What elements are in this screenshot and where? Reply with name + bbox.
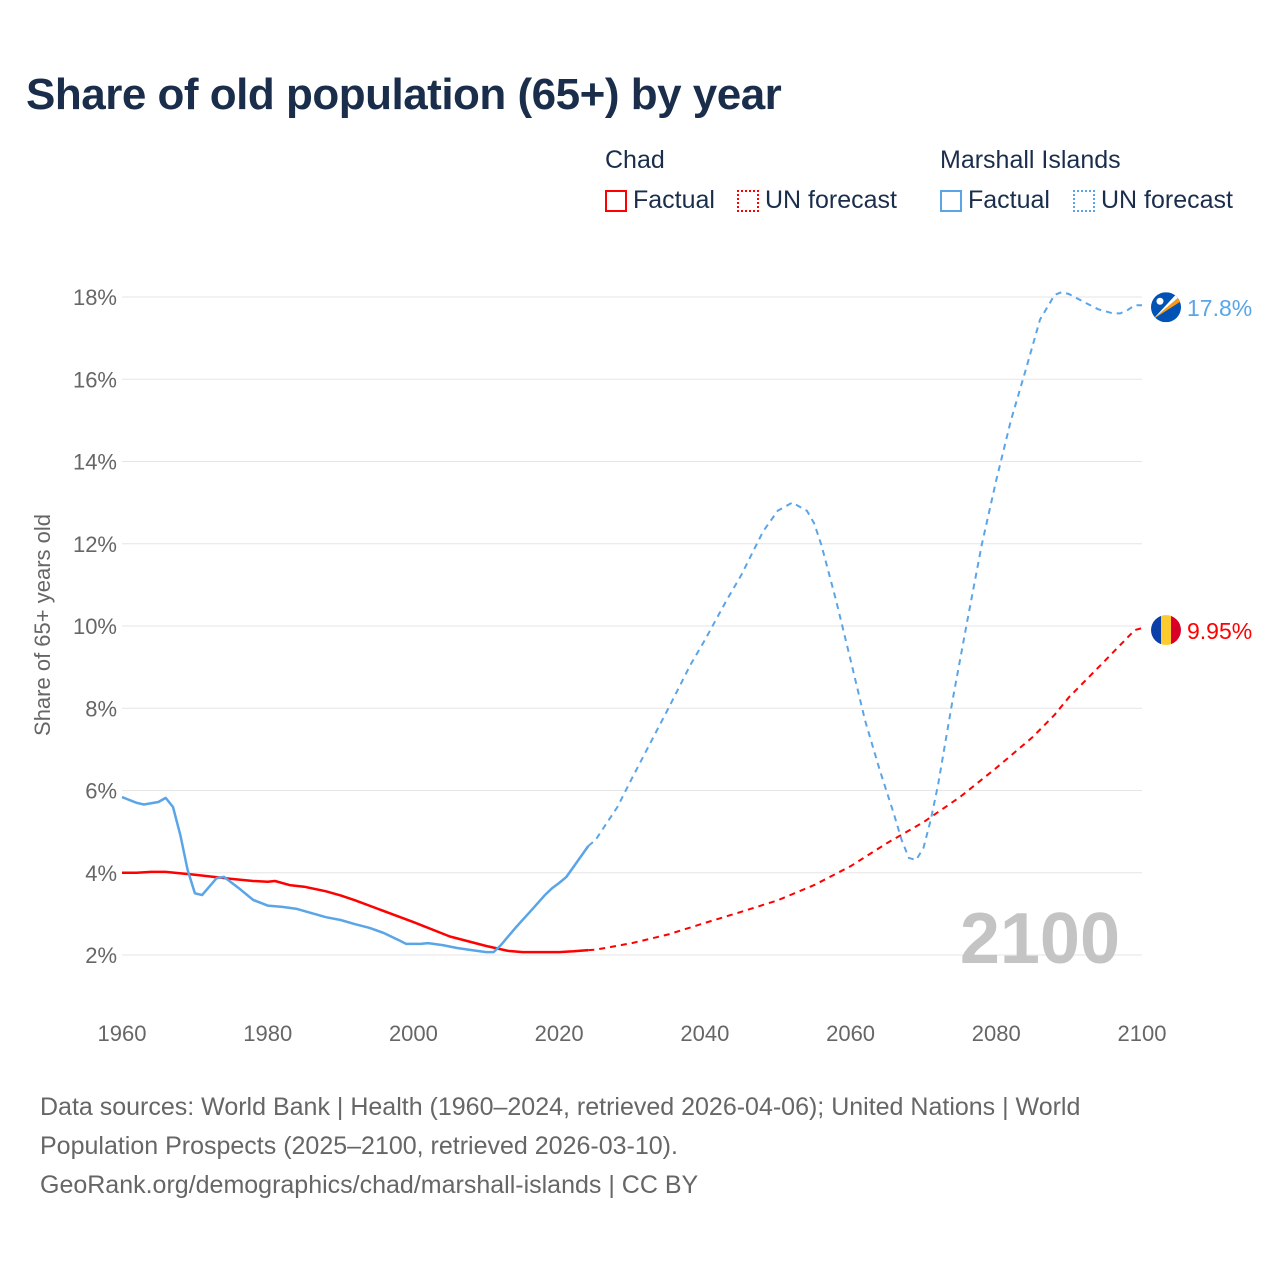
x-tick-label: 2040 <box>680 1021 729 1046</box>
y-tick-label: 16% <box>73 367 117 392</box>
y-tick-label: 14% <box>73 450 117 475</box>
x-tick-label: 1980 <box>243 1021 292 1046</box>
y-axis-label: Share of 65+ years old <box>30 514 55 736</box>
marshall-islands-factual-line <box>121 795 590 954</box>
legend-swatch-solid <box>605 189 627 212</box>
line-chart: 2% 4% 6% 8% 10% 12% 14% 16% 18% 1960 1980 2000 2020 2… <box>30 285 1252 1046</box>
legend-swatch-solid <box>940 189 962 212</box>
chad-factual-line <box>122 870 589 954</box>
y-tick-label: 2% <box>85 943 117 968</box>
legend-country-marshall-islands: Marshall Islands <box>940 146 1121 174</box>
legend-label: UN forecast <box>1101 186 1233 214</box>
x-tick-label: 2020 <box>535 1021 584 1046</box>
y-tick-label: 8% <box>85 696 117 721</box>
x-tick-label: 1960 <box>98 1021 147 1046</box>
legend-label: UN forecast <box>765 186 897 214</box>
year-watermark: 2100 <box>960 899 1120 979</box>
legend-chad-factual[interactable]: Factual <box>605 186 715 215</box>
x-tick-label: 2060 <box>826 1021 875 1046</box>
chad-flag-icon <box>1151 615 1181 646</box>
legend-label: Factual <box>633 186 715 214</box>
footer-source-line: Data sources: World Bank | Health (1960–… <box>40 1093 1081 1121</box>
chad-end-label: 9.95% <box>1187 618 1252 644</box>
chart-title: Share of old population (65+) by year <box>26 70 782 119</box>
y-tick-label: 4% <box>85 861 117 886</box>
marshall-islands-end-label: 17.8% <box>1187 295 1252 321</box>
legend-chad-forecast[interactable]: UN forecast <box>737 186 897 215</box>
marshall-islands-flag-icon <box>1151 292 1181 323</box>
legend-label: Factual <box>968 186 1050 214</box>
y-tick-label: 6% <box>85 779 117 804</box>
legend-swatch-dotted <box>737 189 759 212</box>
footer-source-line: Population Prospects (2025–2100, retriev… <box>40 1132 678 1160</box>
y-tick-label: 18% <box>73 285 117 310</box>
x-tick-label: 2100 <box>1118 1021 1167 1046</box>
legend-marshall-factual[interactable]: Factual <box>940 186 1050 215</box>
legend-country-chad: Chad <box>605 146 665 174</box>
x-tick-label: 2080 <box>972 1021 1021 1046</box>
y-tick-label: 12% <box>73 532 117 557</box>
footer: Data sources: World Bank | Health (1960–… <box>40 1088 1240 1205</box>
footer-attribution[interactable]: GeoRank.org/demographics/chad/marshall-i… <box>40 1171 699 1199</box>
y-tick-label: 10% <box>73 614 117 639</box>
marshall-islands-forecast-line <box>587 291 1142 862</box>
x-tick-label: 2000 <box>389 1021 438 1046</box>
legend-marshall-forecast[interactable]: UN forecast <box>1073 186 1233 215</box>
chad-forecast-line <box>588 627 1143 952</box>
legend-swatch-dotted <box>1073 189 1095 212</box>
